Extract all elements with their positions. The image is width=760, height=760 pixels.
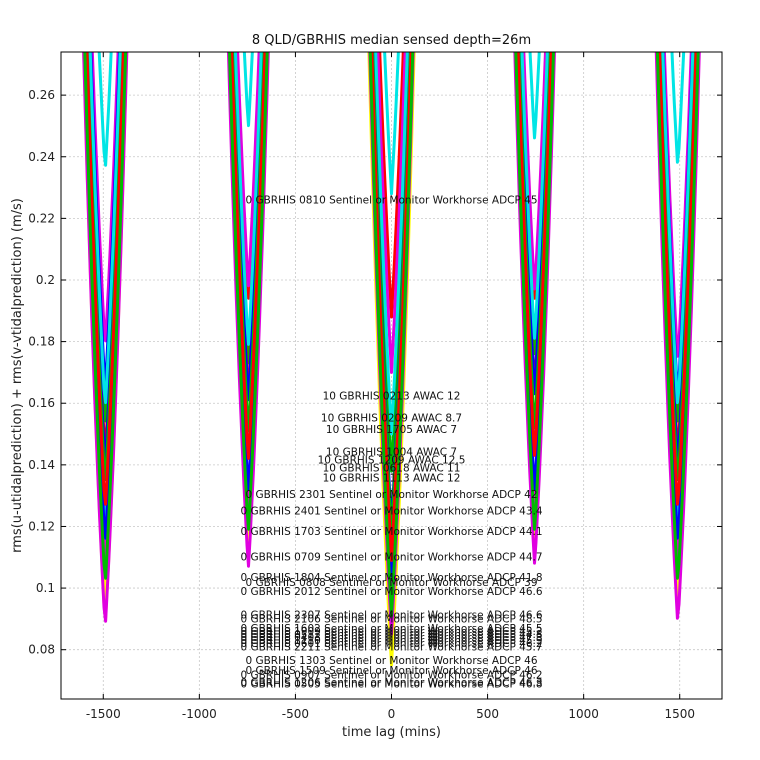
- series-line: [82, 52, 701, 636]
- y-tick-label: 0.08: [28, 643, 55, 657]
- series-annotation: 0 GBRHIS 1909 Sentinel or Monitor Workho…: [240, 626, 542, 638]
- ticks: -1500 -1000 -500 0 500 1000 1500 0.08 0.1 0.12 0.1…: [28, 52, 722, 721]
- series-annotation: 0 GBRHIS 0810 Sentinel or Monitor Workho…: [245, 194, 537, 206]
- series-annotation: 0 GBRHIS 1509 Sentinel or Monitor Workho…: [245, 665, 537, 677]
- x-tick-label: 1000: [568, 707, 599, 721]
- series-annotation: 0 GBRHIS 2211 Sentinel or Monitor Workho…: [240, 641, 542, 653]
- series-annotation: 0 GBRHIS 2106 Sentinel or Monitor Workho…: [240, 614, 542, 626]
- y-tick-label: 0.12: [28, 519, 55, 533]
- series-annotation: 10 GBRHIS 1113 AWAC 12: [323, 472, 461, 484]
- series-line: [90, 52, 693, 374]
- series-annotation: 0 GBRHIS 2401 Sentinel or Monitor Workho…: [240, 505, 542, 517]
- x-tick-label: -1000: [182, 707, 217, 721]
- y-tick-label: 0.18: [28, 335, 55, 349]
- series-annotation: 0 GBRHIS 1303 Sentinel or Monitor Workho…: [245, 655, 537, 667]
- series-annotation: 0 GBRHIS 0709 Sentinel or Monitor Workho…: [240, 551, 542, 563]
- series-line: [82, 52, 701, 667]
- series-line: [97, 52, 686, 196]
- x-tick-label: -500: [282, 707, 309, 721]
- series-annotation: 0 GBRHIS 1703 Sentinel or Monitor Workho…: [240, 526, 542, 538]
- series-annotation: 0 GBRHIS 0505 Sentinel or Monitor Workho…: [240, 679, 542, 691]
- series-annotation: 0 GBRHIS 0403 Sentinel or Monitor Workho…: [240, 632, 542, 644]
- y-tick-label: 0.24: [28, 150, 55, 164]
- series-line: [88, 52, 695, 436]
- series-annotation: 0 GBRHIS 2301 Sentinel or Monitor Workho…: [245, 489, 537, 501]
- x-tick-label: -1500: [86, 707, 121, 721]
- y-tick-label: 0.16: [28, 396, 55, 410]
- y-tick-label: 0.1: [36, 581, 55, 595]
- y-tick-label: 0.2: [36, 273, 55, 287]
- series-group: [82, 52, 701, 667]
- series-line: [83, 52, 700, 618]
- series-annotation: 0 GBRHIS 2012 Sentinel or Monitor Workho…: [240, 586, 542, 598]
- x-tick-label: 1500: [664, 707, 695, 721]
- series-annotation: 0 GBRHIS 0907 Sentinel or Monitor Workho…: [240, 669, 542, 681]
- series-annotation: 10 GBRHIS 1209 AWAC 12.5: [318, 454, 466, 466]
- series-annotation: 0 GBRHIS 0808 Sentinel or Monitor Workho…: [245, 577, 537, 589]
- series-annotation: 0 GBRHIS 0601 Sentinel or Monitor Workho…: [240, 638, 542, 650]
- x-tick-label: 0: [388, 707, 396, 721]
- x-tick-label: 500: [476, 707, 499, 721]
- series-line: [88, 52, 695, 473]
- series-annotation: 0 GBRHIS 2307 Sentinel or Monitor Workho…: [240, 610, 542, 622]
- series-annotation: 10 GBRHIS 0618 AWAC 11: [323, 462, 461, 474]
- series-annotation: 0 GBRHIS 1110 Sentinel or Monitor Workho…: [240, 635, 542, 647]
- y-tick-label: 0.14: [28, 458, 55, 472]
- series-line: [87, 52, 696, 451]
- series-line: [82, 52, 701, 645]
- series-annotation: 10 GBRHIS 1004 AWAC 7: [326, 446, 457, 458]
- chart-title: 8 QLD/GBRHIS median sensed depth=26m: [252, 33, 531, 48]
- series-line: [85, 52, 698, 562]
- series-annotation: 10 GBRHIS 1705 AWAC 7: [326, 424, 457, 436]
- annotation-group: 0 GBRHIS 0810 Sentinel or Monitor Workho…: [240, 194, 542, 690]
- series-annotation: 0 GBRHIS 1206 Sentinel or Monitor Workho…: [240, 677, 542, 689]
- series-annotation: 10 GBRHIS 0213 AWAC 12: [323, 391, 461, 403]
- series-annotation: 0 GBRHIS 1602 Sentinel or Monitor Workho…: [240, 623, 542, 635]
- series-annotation: 10 GBRHIS 0209 AWAC 8.7: [321, 413, 462, 425]
- series-line: [84, 52, 699, 578]
- x-axis-label: time lag (mins): [342, 725, 441, 740]
- y-tick-label: 0.22: [28, 211, 55, 225]
- y-axis-label: rms(u-utidalprediction) + rms(v-vtidalpr…: [10, 198, 25, 553]
- y-tick-label: 0.26: [28, 88, 55, 102]
- series-annotation: 0 GBRHIS 1804 Sentinel or Monitor Workho…: [240, 572, 542, 584]
- series-annotation: 0 GBRHIS 0512 Sentinel or Monitor Workho…: [240, 629, 542, 641]
